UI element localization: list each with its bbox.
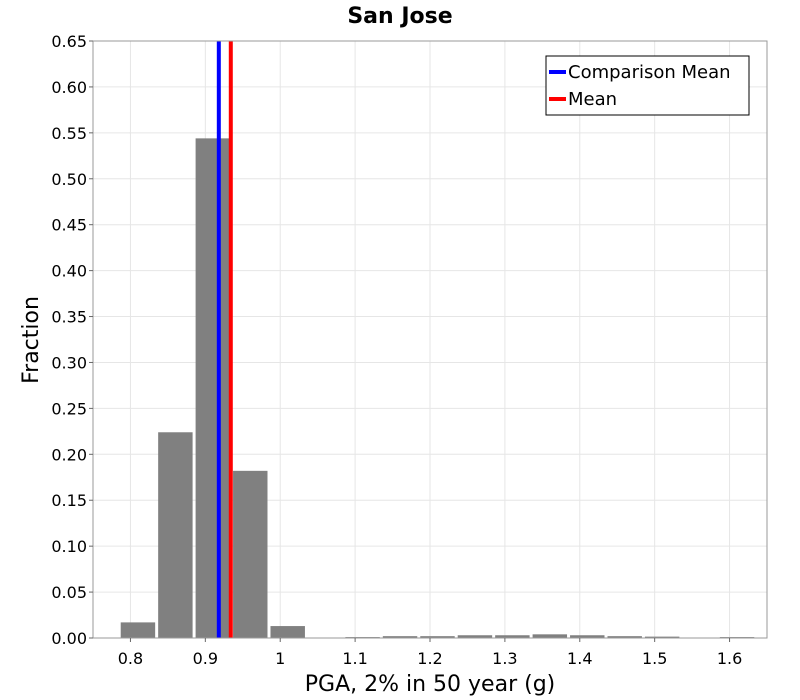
- legend-box: [545, 55, 750, 116]
- x-tick-label: 1.3: [492, 649, 517, 668]
- chart-title: San Jose: [347, 4, 452, 29]
- legend: Comparison Mean Mean: [545, 55, 750, 116]
- legend-label-mean: Mean: [568, 89, 617, 110]
- histogram-bar: [607, 636, 642, 638]
- y-tick-label: 0.65: [51, 32, 87, 51]
- x-tick-label: 1.2: [417, 649, 442, 668]
- y-tick-label: 0.50: [51, 170, 87, 189]
- x-axis-label: PGA, 2% in 50 year (g): [305, 672, 556, 697]
- y-tick-label: 0.25: [51, 399, 87, 418]
- histogram-bar: [532, 634, 568, 638]
- histogram-bar: [382, 636, 418, 638]
- y-tick-label: 0.30: [51, 353, 87, 372]
- x-tick-label: 1.5: [642, 649, 667, 668]
- x-tick-label: 0.9: [193, 649, 218, 668]
- y-tick-label: 0.60: [51, 78, 87, 97]
- histogram-bar: [420, 636, 455, 638]
- y-tick-label: 0.15: [51, 491, 87, 510]
- histogram-bar: [570, 635, 605, 638]
- x-tick-label: 1: [275, 649, 285, 668]
- x-tick-label: 1.1: [342, 649, 367, 668]
- x-axis-ticks: 0.8 0.9 1 1.1 1.2 1.3 1.4 1.5 1.6: [118, 638, 742, 668]
- y-tick-label: 0.20: [51, 445, 87, 464]
- y-tick-label: 0.55: [51, 124, 87, 143]
- histogram-bar: [270, 626, 305, 638]
- histogram-bar: [457, 635, 493, 638]
- y-tick-label: 0.05: [51, 583, 87, 602]
- y-tick-label: 0.35: [51, 308, 87, 327]
- y-tick-label: 0.10: [51, 537, 87, 556]
- y-tick-label: 0.45: [51, 216, 87, 235]
- histogram-bar: [233, 470, 268, 638]
- histogram-bar: [158, 432, 193, 638]
- x-tick-label: 0.8: [118, 649, 143, 668]
- x-tick-label: 1.6: [717, 649, 742, 668]
- histogram-bar: [495, 635, 530, 638]
- y-tick-label: 0.00: [51, 629, 87, 648]
- bars: [120, 138, 755, 638]
- histogram-bar: [120, 622, 156, 638]
- y-axis-ticks: 0.00 0.05 0.10 0.15 0.20 0.25 0.30 0.35 0.40 0.45…: [51, 32, 93, 648]
- mean-lines: [216, 41, 233, 638]
- y-tick-label: 0.40: [51, 262, 87, 281]
- x-tick-label: 1.4: [567, 649, 592, 668]
- legend-label-comparison-mean: Comparison Mean: [568, 62, 731, 83]
- histogram-bar: [644, 636, 680, 638]
- histogram-bar: [195, 138, 231, 638]
- y-axis-label: Fraction: [19, 296, 44, 384]
